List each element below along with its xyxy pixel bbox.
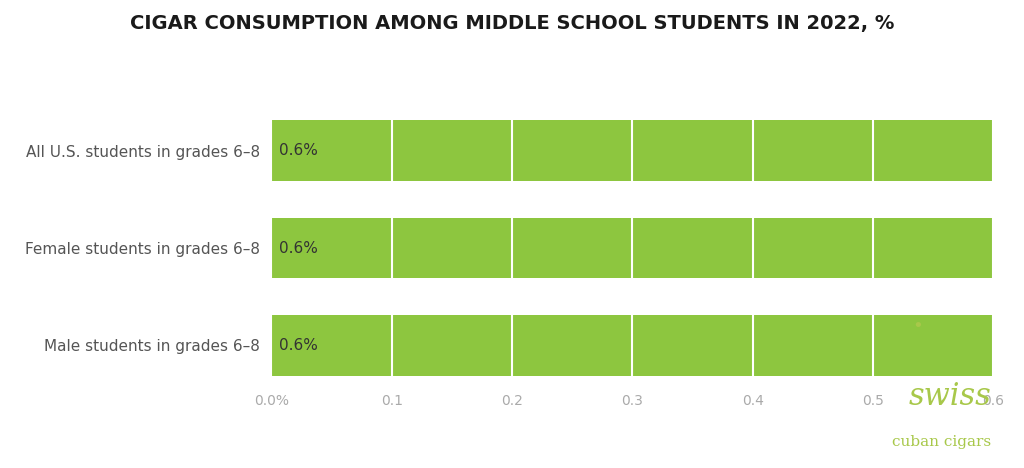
Bar — [271, 218, 993, 278]
Text: 0.6%: 0.6% — [279, 143, 317, 158]
Bar — [271, 120, 993, 181]
Text: swiss: swiss — [908, 381, 991, 412]
Text: 0.6%: 0.6% — [279, 241, 317, 256]
Text: 0.6%: 0.6% — [279, 338, 317, 353]
Text: CIGAR CONSUMPTION AMONG MIDDLE SCHOOL STUDENTS IN 2022, %: CIGAR CONSUMPTION AMONG MIDDLE SCHOOL ST… — [130, 14, 894, 33]
Bar — [271, 315, 993, 376]
Text: cuban cigars: cuban cigars — [892, 435, 991, 449]
Text: •: • — [912, 317, 923, 335]
